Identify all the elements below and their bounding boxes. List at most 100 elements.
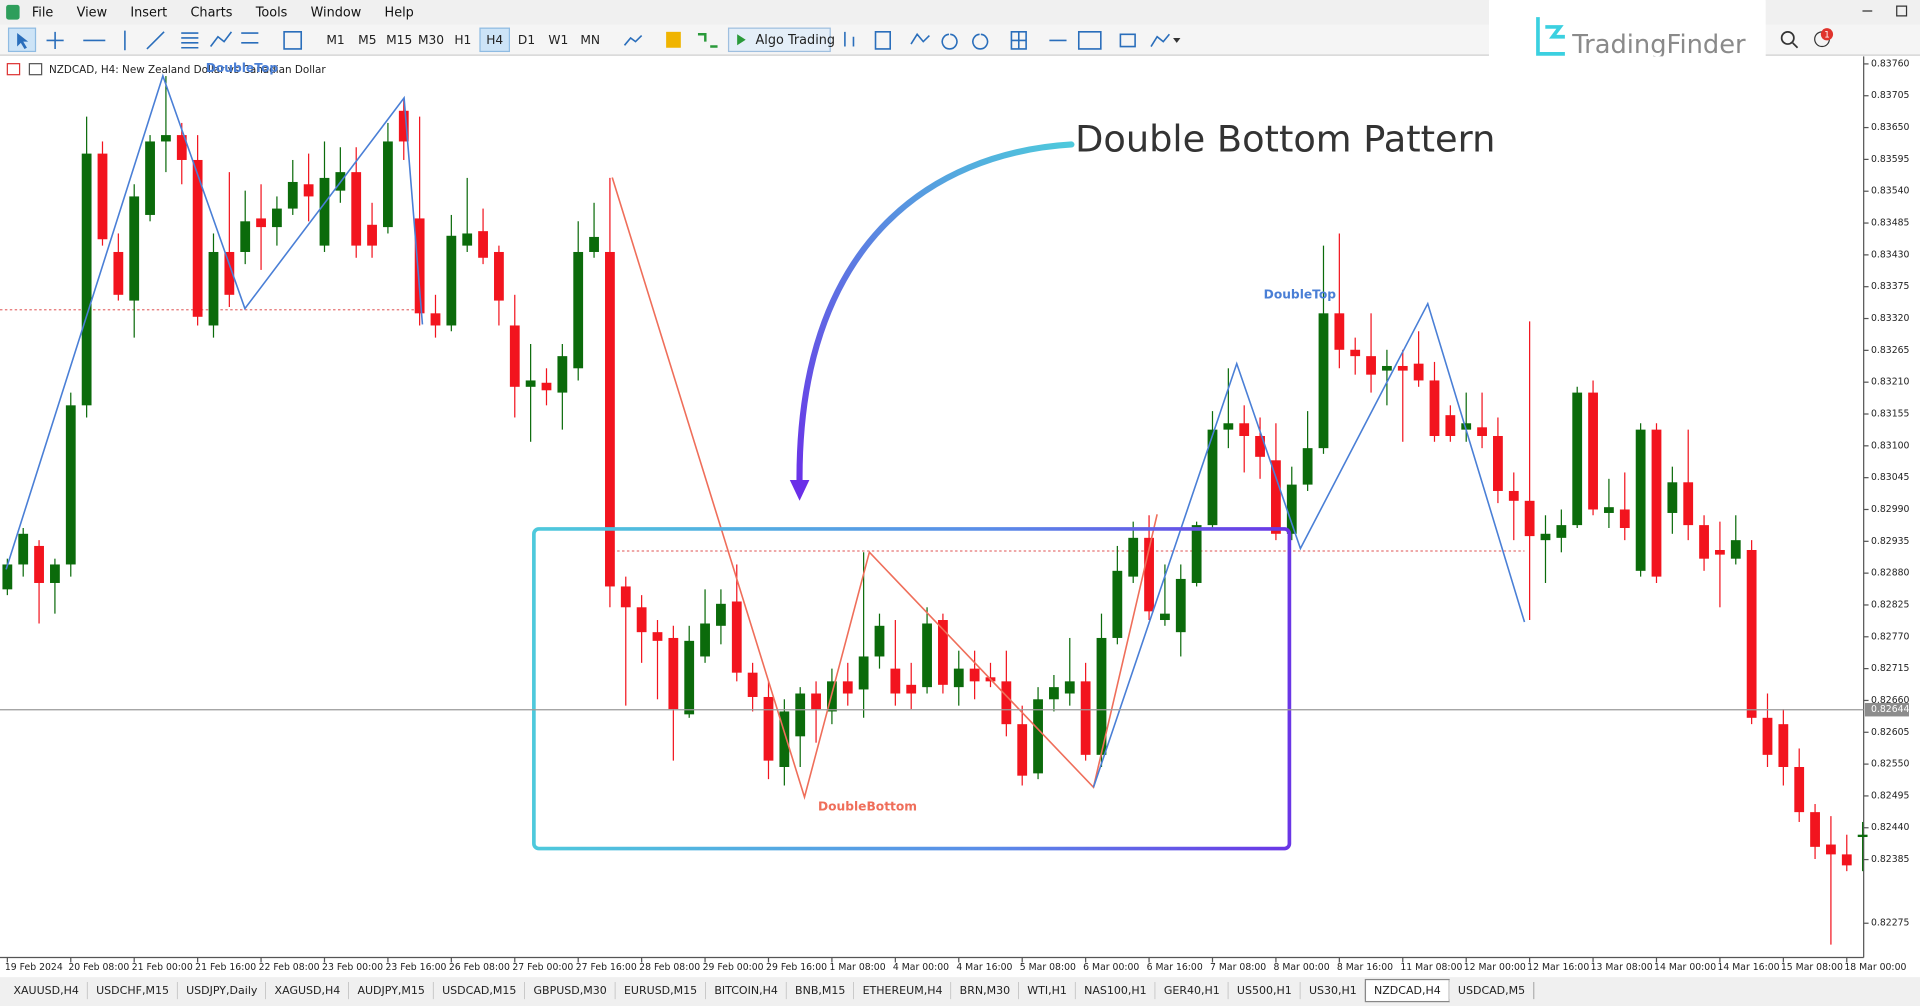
- symbol-tab[interactable]: [1155, 979, 1229, 1002]
- symbol-tab[interactable]: [1300, 979, 1366, 1002]
- time-label: 6 Mar 16:00: [1147, 962, 1203, 973]
- menu-item[interactable]: View: [77, 5, 107, 20]
- candle-body: [161, 135, 171, 142]
- symbol-tab[interactable]: [1449, 979, 1534, 1002]
- symbol-tab[interactable]: [177, 979, 266, 1002]
- algo-trading-button[interactable]: [727, 27, 831, 53]
- symbol-tab-label: GBPUSD,M30: [534, 984, 607, 997]
- symbol-tab[interactable]: [705, 979, 787, 1002]
- price-tick-label: 0.83595: [1871, 154, 1910, 165]
- candle-body: [192, 159, 203, 317]
- timeframe-button[interactable]: H4: [486, 33, 503, 47]
- candle-body: [1318, 313, 1329, 449]
- pattern-arrowhead: [789, 479, 810, 501]
- timeframe-button[interactable]: M5: [358, 33, 376, 47]
- chart-tools[interactable]: [844, 31, 1170, 50]
- trade-icon[interactable]: [697, 33, 718, 48]
- candle-body: [1049, 687, 1059, 700]
- candle-body: [478, 231, 488, 258]
- candle-body: [1382, 365, 1392, 371]
- candle-body: [1080, 681, 1091, 755]
- candle-body: [747, 672, 758, 697]
- symbol-tab[interactable]: [1018, 979, 1076, 1002]
- candle-body: [1223, 423, 1234, 430]
- algo-trading-label: Algo Trading: [756, 33, 836, 48]
- candle-body: [1857, 834, 1868, 838]
- candle-body: [462, 233, 473, 246]
- price-tick-label: 0.83210: [1871, 377, 1910, 388]
- logo-icon: [1536, 17, 1565, 56]
- candle-body: [700, 623, 710, 657]
- symbol-tab[interactable]: [786, 979, 855, 1002]
- timeframe-button[interactable]: MN: [580, 33, 600, 47]
- current-price-box: [1864, 702, 1909, 717]
- candle-body: [113, 251, 124, 295]
- timeframe-button[interactable]: D1: [518, 33, 535, 47]
- symbol-tab[interactable]: [951, 979, 1019, 1002]
- timeframe-active: [479, 27, 510, 53]
- menu-item[interactable]: Window: [311, 5, 362, 20]
- symbol-tab[interactable]: [615, 979, 706, 1002]
- drawing-tools[interactable]: [83, 30, 303, 51]
- candle-body: [50, 564, 60, 583]
- menu-item[interactable]: Charts: [190, 5, 232, 20]
- symbol-tab[interactable]: [524, 979, 616, 1002]
- search-icon[interactable]: [1780, 30, 1795, 45]
- time-label: 23 Feb 16:00: [385, 962, 446, 973]
- timeframe-button[interactable]: M30: [418, 33, 444, 47]
- candle-body: [1810, 812, 1820, 847]
- symbol-tab[interactable]: [854, 979, 952, 1002]
- menu-item[interactable]: File: [32, 5, 54, 20]
- candle-body: [1001, 681, 1012, 725]
- candle-body: [1112, 570, 1123, 638]
- dropdown-arrow[interactable]: [1173, 37, 1181, 43]
- symbol-tab-label: USDCAD,M5: [1458, 984, 1525, 997]
- price-tick-label: 0.82935: [1871, 536, 1910, 547]
- symbol-tab[interactable]: [1228, 979, 1301, 1002]
- time-label: 29 Feb 00:00: [703, 962, 764, 973]
- crosshair-icon[interactable]: [46, 31, 64, 49]
- candle-body: [34, 545, 44, 583]
- candle-body: [763, 696, 774, 761]
- symbol-tab-label: XAUUSD,H4: [13, 984, 78, 997]
- time-label: 14 Mar 00:00: [1654, 962, 1716, 973]
- symbol-tab[interactable]: [1075, 979, 1156, 1002]
- timeframe-button[interactable]: W1: [548, 33, 568, 47]
- symbol-tab-label: NAS100,H1: [1084, 984, 1147, 997]
- symbol-tab[interactable]: [348, 979, 434, 1002]
- window-controls[interactable]: [1862, 5, 1908, 17]
- price-tick-label: 0.82605: [1871, 727, 1910, 738]
- symbol-tab[interactable]: [87, 979, 178, 1002]
- indicator-icon[interactable]: [623, 34, 643, 46]
- symbol-tab-label: WTI,H1: [1027, 984, 1067, 997]
- time-label: 6 Mar 00:00: [1083, 962, 1139, 973]
- time-label: 18 Mar 00:00: [1844, 962, 1906, 973]
- symbol-tab[interactable]: [265, 979, 349, 1002]
- candle-body: [272, 208, 282, 228]
- candle-body: [1604, 507, 1614, 513]
- symbol-tabs: XAUUSD,H4 USDCHF,M15 USDJPY,Daily XAGUSD,H4…: [4, 978, 1535, 1003]
- menu-item[interactable]: Insert: [130, 5, 167, 20]
- price-tick-label: 0.82715: [1871, 663, 1910, 674]
- symbol-info: NZDCAD, H4: New Zealand Dollar vs Canadi…: [49, 64, 326, 76]
- time-label: 21 Feb 16:00: [195, 962, 256, 973]
- timeframe-button[interactable]: H1: [454, 33, 471, 47]
- menu-item[interactable]: Tools: [255, 5, 288, 20]
- candle-body: [636, 607, 647, 633]
- price-tick-label: 0.82770: [1871, 631, 1910, 642]
- timeframe-button[interactable]: M1: [326, 33, 344, 47]
- menu-item[interactable]: Help: [385, 5, 414, 20]
- candle-body: [525, 380, 536, 387]
- timeframe-button[interactable]: M15: [386, 33, 412, 47]
- candle-body: [1302, 448, 1313, 485]
- pattern-box: [532, 527, 1292, 851]
- money-icon[interactable]: [666, 31, 681, 48]
- candle-body: [65, 405, 76, 565]
- candle-body: [1160, 613, 1170, 621]
- symbol-tab[interactable]: [4, 979, 88, 1002]
- candle-body: [1477, 427, 1487, 436]
- symbol-tab[interactable]: [433, 979, 525, 1002]
- candle-body: [1397, 365, 1408, 371]
- candle-body: [351, 172, 362, 246]
- candle-body: [398, 110, 409, 142]
